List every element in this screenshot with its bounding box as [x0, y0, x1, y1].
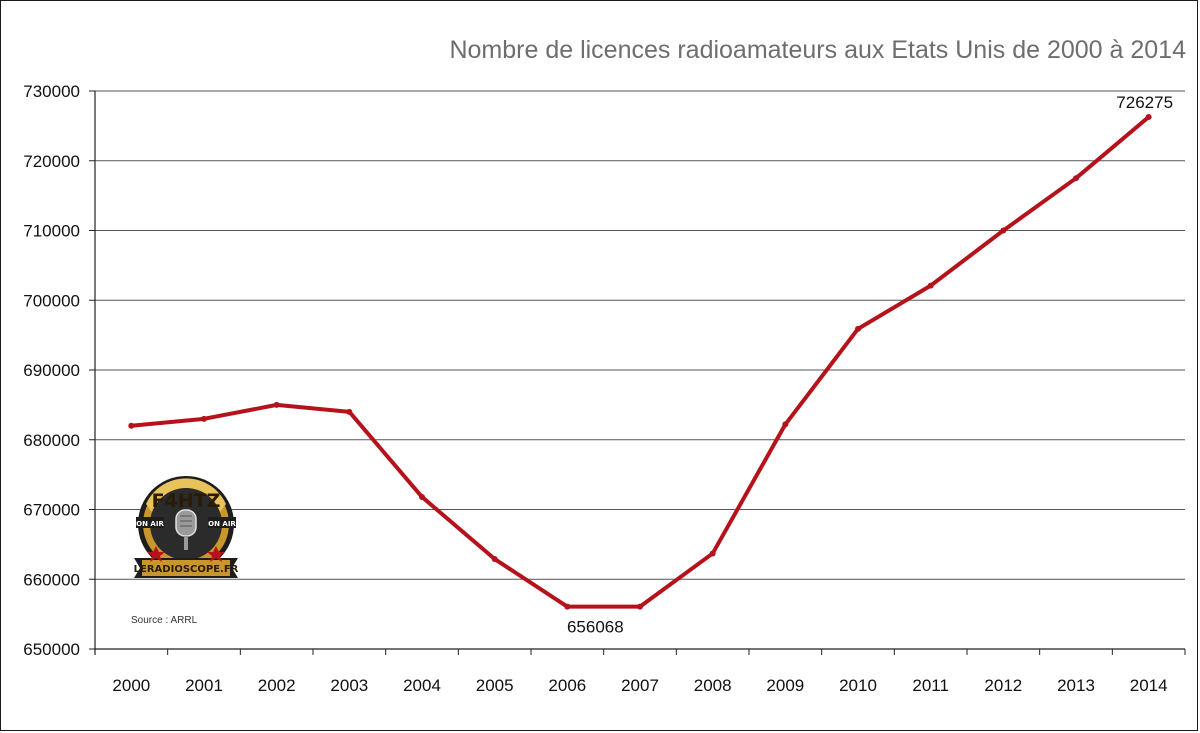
y-tick-label-690000: 690000: [23, 361, 80, 380]
x-tick-label-2014: 2014: [1130, 676, 1168, 695]
x-tick-label-2006: 2006: [548, 676, 586, 695]
x-tick-label-2000: 2000: [112, 676, 150, 695]
gridlines: [95, 90, 1185, 580]
data-point-2010: [855, 325, 861, 332]
data-point-2013: [1073, 175, 1079, 182]
source-note: Source : ARRL: [131, 615, 198, 626]
data-point-2000: [128, 422, 135, 429]
y-tick-label-710000: 710000: [23, 222, 80, 241]
x-tick-label-2004: 2004: [403, 676, 441, 695]
data-point-2007: [637, 603, 643, 610]
x-tick-label-2009: 2009: [766, 676, 804, 695]
data-label-2006: 656068: [567, 618, 624, 637]
data-point-2011: [927, 282, 934, 289]
y-tick-label-680000: 680000: [23, 431, 80, 450]
svg-text:F4HTZ: F4HTZ: [152, 490, 221, 512]
data-point-2001: [201, 415, 207, 422]
svg-text:ON AIR: ON AIR: [208, 520, 236, 528]
y-tick-label-700000: 700000: [23, 291, 80, 310]
x-tick-label-2008: 2008: [694, 676, 732, 695]
data-point-2002: [273, 401, 280, 408]
x-tick-label-2010: 2010: [839, 676, 877, 695]
x-tick-label-2013: 2013: [1057, 676, 1095, 695]
x-tick-label-2011: 2011: [912, 676, 949, 695]
chart-title: Nombre de licences radioamateurs aux Eta…: [449, 36, 1186, 64]
x-tick-label-2001: 2001: [185, 676, 223, 695]
data-point-2003: [346, 408, 353, 415]
x-tick-label-2005: 2005: [476, 676, 514, 695]
data-label-2014: 726275: [1116, 93, 1173, 112]
x-tick-label-2007: 2007: [621, 676, 659, 695]
data-point-2005: [491, 556, 498, 563]
x-tick-label-2003: 2003: [330, 676, 368, 695]
x-tick-label-2012: 2012: [984, 676, 1022, 695]
svg-text:ON AIR: ON AIR: [136, 520, 164, 528]
y-tick-label-650000: 650000: [23, 640, 80, 659]
axes: [94, 91, 1185, 655]
x-tick-label-2002: 2002: [258, 676, 296, 695]
series-licences: [128, 113, 1152, 610]
data-point-2014: [1145, 113, 1152, 120]
svg-text:LERADIOSCOPE.FR: LERADIOSCOPE.FR: [134, 564, 239, 575]
data-point-2008: [709, 550, 716, 557]
y-tick-label-730000: 730000: [23, 82, 80, 101]
y-tick-label-670000: 670000: [23, 501, 80, 520]
x-axis-ticks: 2000 2001 2002 2003 2004 2005 2006 2007 2008 2009…: [94, 649, 1186, 695]
y-axis-ticks: 650000 660000 670000 680000 690000 700000 7100…: [23, 82, 95, 659]
y-tick-label-660000: 660000: [23, 570, 80, 589]
data-point-2004: [419, 493, 425, 500]
data-point-2006: [564, 603, 571, 610]
y-tick-label-720000: 720000: [23, 152, 80, 171]
data-point-2009: [782, 421, 789, 428]
data-point-2012: [1000, 227, 1007, 234]
f4htz-logo: F4HTZ ON AIR ON AIR LERADIOSCOPE.FR: [134, 476, 239, 578]
data-labels: 656068 726275: [567, 93, 1173, 637]
series-line: [129, 114, 1151, 609]
